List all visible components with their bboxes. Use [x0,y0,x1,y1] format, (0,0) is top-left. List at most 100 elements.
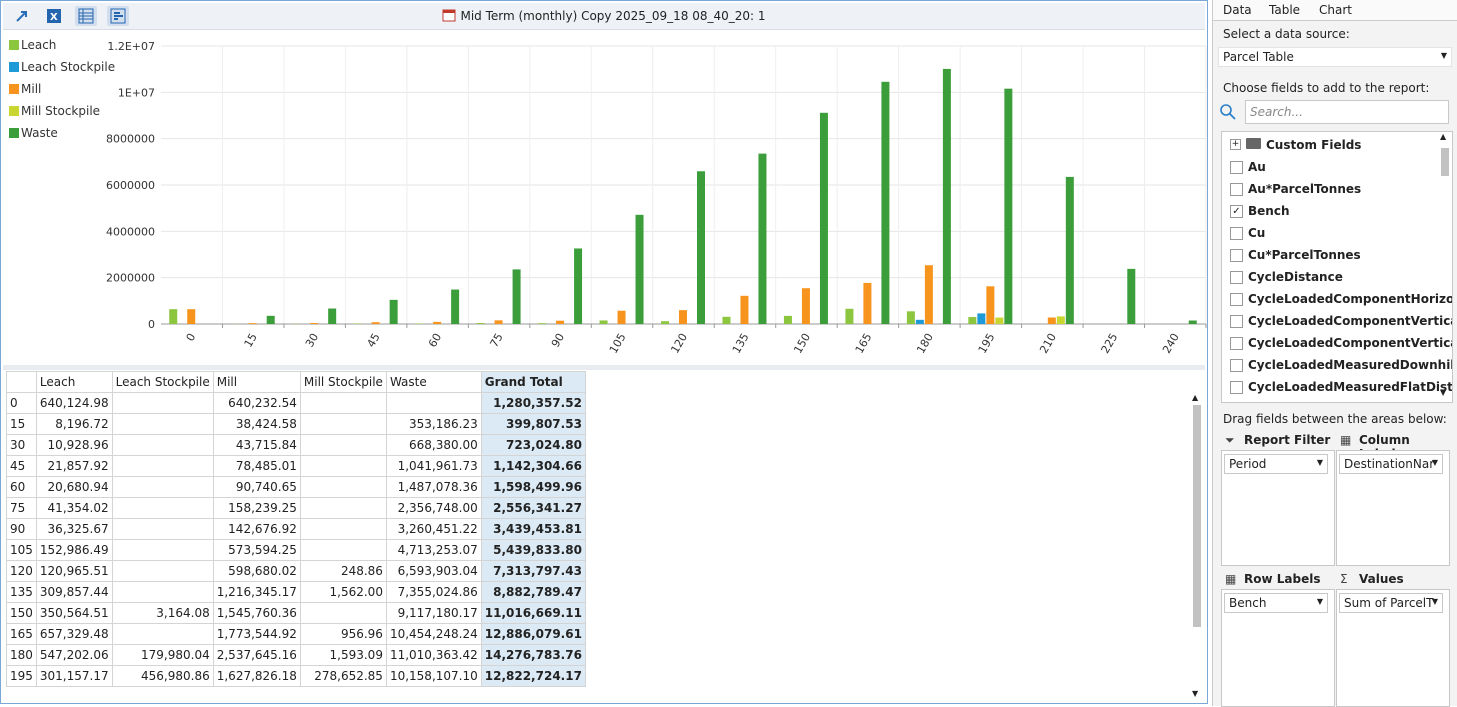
bar [925,265,933,324]
table-cell: 41,354.02 [36,498,112,519]
scroll-up[interactable]: ▲ [1192,393,1198,402]
row-label: 135 [7,582,37,603]
header-cell: Leach Stockpile [112,372,213,393]
bar [495,320,503,324]
table-cell: 1,142,304.66 [481,456,585,477]
row-label: 75 [7,498,37,519]
checkbox[interactable] [1230,227,1243,240]
scroll-thumb[interactable] [1193,405,1201,627]
bar [943,69,951,324]
bar [820,113,828,324]
checkbox[interactable] [1230,315,1243,328]
legend-swatch [9,84,19,94]
table-cell: 120,965.51 [36,561,112,582]
bar [1057,316,1065,324]
splitter[interactable] [3,365,1205,370]
table-cell: 10,928.96 [36,435,112,456]
table-cell [112,519,213,540]
legend-label: Mill Stockpile [21,104,100,118]
row-label: 0 [7,393,37,414]
bar [187,309,195,324]
checkbox[interactable] [1230,337,1243,350]
table-cell [300,498,386,519]
bar [863,283,871,324]
checkbox[interactable] [1230,161,1243,174]
table-cell [300,414,386,435]
drop-area: Sum of ParcelT▼ [1336,589,1450,707]
scroll-down[interactable]: ▼ [1192,689,1198,698]
bar [600,320,608,324]
tab[interactable]: Table [1269,3,1300,17]
checkbox[interactable] [1230,249,1243,262]
source-select[interactable]: Parcel Table▼ [1218,47,1452,67]
table-cell: 2,556,341.27 [481,498,585,519]
table-cell: 3,164.08 [112,603,213,624]
field-chip[interactable]: DestinationNar▼ [1339,454,1443,474]
bar [1066,177,1074,324]
header-cell: Grand Total [481,372,585,393]
table-cell: 1,216,345.17 [213,582,300,603]
x-tick-label: 75 [487,331,505,350]
bar [661,321,669,324]
tab[interactable]: Data [1223,3,1252,17]
checkbox[interactable] [1230,293,1243,306]
bar [881,82,889,324]
table-cell: 3,439,453.81 [481,519,585,540]
fields-label: Choose fields to add to the report: [1223,81,1429,95]
legend-swatch [9,106,19,116]
chip-arrow: ▼ [1317,597,1323,606]
bar [679,310,687,324]
table-cell: 723,024.80 [481,435,585,456]
chip-label: Sum of ParcelT [1344,596,1433,610]
y-tick-label: 4000000 [106,225,155,238]
bar [1004,89,1012,324]
checkbox[interactable] [1230,359,1243,372]
field-chip[interactable]: Period▼ [1224,454,1328,474]
expander[interactable]: + [1230,139,1241,150]
search-box[interactable]: Search... [1245,100,1449,124]
row-label: 105 [7,540,37,561]
field-chip[interactable]: Bench ▼ [1224,593,1328,613]
bar [916,320,924,324]
source-label: Select a data source: [1223,27,1350,41]
table-cell: 309,857.44 [36,582,112,603]
chip-label: DestinationNar [1344,457,1434,471]
table-cell: 3,260,451.22 [386,519,481,540]
scroll-up[interactable]: ▲ [1440,132,1446,141]
field-chip[interactable]: Sum of ParcelT▼ [1339,593,1443,613]
row-label: 15 [7,414,37,435]
search-icon [1219,103,1237,121]
bar [169,309,177,324]
checkbox[interactable] [1230,271,1243,284]
header-cell: Mill [213,372,300,393]
table-cell [300,519,386,540]
x-tick-label: 210 [1037,331,1059,356]
table-scrollbar[interactable]: ▲ ▼ [1191,393,1203,703]
checkbox[interactable] [1230,381,1243,394]
chip-label: Bench [1229,596,1266,610]
table-cell: 14,276,783.76 [481,645,585,666]
checkbox[interactable]: ✓ [1230,205,1243,218]
tab[interactable]: Chart [1319,3,1352,17]
scroll-thumb[interactable] [1441,148,1449,176]
table-cell [112,414,213,435]
x-tick-label: 150 [791,331,813,356]
table-cell: 9,117,180.17 [386,603,481,624]
table-cell: 547,202.06 [36,645,112,666]
field-label: CycleLoadedComponentVerticalD [1248,314,1453,328]
table-cell [112,393,213,414]
legend-label: Mill [21,82,41,96]
table-cell: 7,313,797.43 [481,561,585,582]
checkbox[interactable] [1230,183,1243,196]
table-cell [300,393,386,414]
table-cell: 456,980.86 [112,666,213,687]
table-cell [300,435,386,456]
table-cell: 301,157.17 [36,666,112,687]
table-cell: 640,124.98 [36,393,112,414]
